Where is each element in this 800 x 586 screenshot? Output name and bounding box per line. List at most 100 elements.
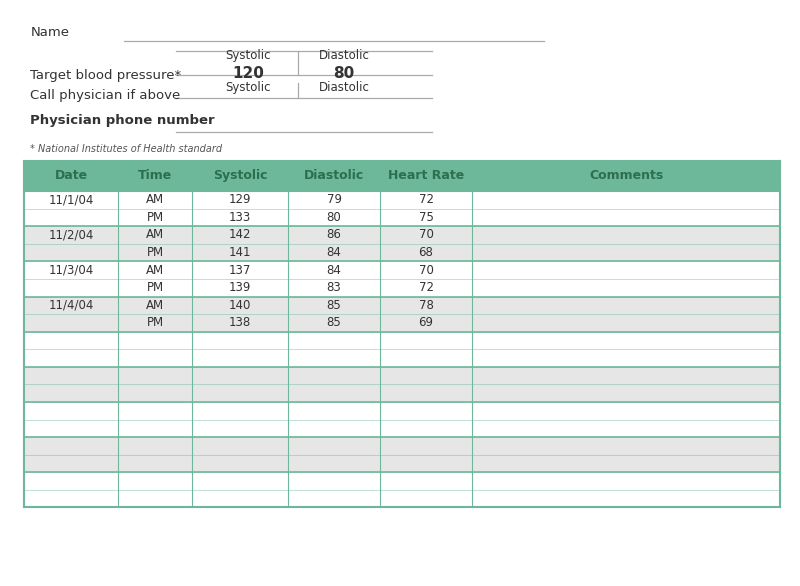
Bar bbox=[118, 437, 192, 455]
Bar bbox=[472, 209, 780, 226]
Bar bbox=[472, 437, 780, 455]
Bar bbox=[288, 161, 380, 191]
Bar bbox=[192, 314, 288, 332]
Bar bbox=[472, 297, 780, 314]
Bar bbox=[24, 437, 118, 455]
Bar bbox=[472, 420, 780, 437]
Bar bbox=[192, 437, 288, 455]
Text: Systolic: Systolic bbox=[226, 49, 270, 62]
Text: 140: 140 bbox=[229, 299, 251, 312]
Bar bbox=[380, 384, 472, 402]
Bar bbox=[472, 384, 780, 402]
Text: 84: 84 bbox=[326, 264, 342, 277]
Text: AM: AM bbox=[146, 193, 164, 206]
Bar bbox=[192, 349, 288, 367]
Bar bbox=[24, 261, 118, 279]
Bar bbox=[118, 297, 192, 314]
Bar bbox=[24, 455, 118, 472]
Bar bbox=[192, 297, 288, 314]
Bar bbox=[288, 349, 380, 367]
Bar bbox=[380, 437, 472, 455]
Text: 68: 68 bbox=[418, 246, 434, 259]
Text: Heart Rate: Heart Rate bbox=[388, 169, 464, 182]
Text: 142: 142 bbox=[229, 229, 251, 241]
Text: 70: 70 bbox=[418, 264, 434, 277]
Text: 11/2/04: 11/2/04 bbox=[49, 229, 94, 241]
Bar bbox=[192, 161, 288, 191]
Bar bbox=[24, 314, 118, 332]
Bar bbox=[192, 191, 288, 209]
Bar bbox=[472, 279, 780, 297]
Bar bbox=[288, 472, 380, 490]
Text: Name: Name bbox=[30, 26, 70, 39]
Text: 84: 84 bbox=[326, 246, 342, 259]
Text: 11/1/04: 11/1/04 bbox=[49, 193, 94, 206]
Text: PM: PM bbox=[146, 316, 164, 329]
Bar bbox=[192, 455, 288, 472]
Bar bbox=[288, 314, 380, 332]
Text: Systolic: Systolic bbox=[226, 81, 270, 94]
Bar bbox=[24, 161, 118, 191]
Bar bbox=[192, 279, 288, 297]
Bar bbox=[380, 332, 472, 349]
Text: 83: 83 bbox=[326, 281, 342, 294]
Bar bbox=[24, 402, 118, 420]
Bar bbox=[472, 490, 780, 507]
Text: 133: 133 bbox=[229, 211, 251, 224]
Text: 69: 69 bbox=[418, 316, 434, 329]
Text: AM: AM bbox=[146, 229, 164, 241]
Bar bbox=[472, 472, 780, 490]
Text: 70: 70 bbox=[418, 229, 434, 241]
Bar bbox=[472, 161, 780, 191]
Bar bbox=[288, 226, 380, 244]
Bar bbox=[118, 472, 192, 490]
Bar bbox=[118, 244, 192, 261]
Text: 141: 141 bbox=[229, 246, 251, 259]
Bar bbox=[24, 226, 118, 244]
Bar bbox=[472, 314, 780, 332]
Text: 120: 120 bbox=[232, 66, 264, 81]
Bar bbox=[118, 402, 192, 420]
Bar bbox=[118, 490, 192, 507]
Bar bbox=[380, 226, 472, 244]
Text: 137: 137 bbox=[229, 264, 251, 277]
Text: 11/3/04: 11/3/04 bbox=[49, 264, 94, 277]
Bar bbox=[288, 420, 380, 437]
Bar bbox=[288, 402, 380, 420]
Bar bbox=[380, 367, 472, 384]
Bar bbox=[380, 349, 472, 367]
Bar bbox=[118, 209, 192, 226]
Bar bbox=[24, 209, 118, 226]
Bar bbox=[118, 314, 192, 332]
Text: 85: 85 bbox=[326, 316, 342, 329]
Bar bbox=[118, 226, 192, 244]
Bar bbox=[472, 402, 780, 420]
Text: Diastolic: Diastolic bbox=[304, 169, 364, 182]
Bar bbox=[118, 191, 192, 209]
Bar bbox=[380, 402, 472, 420]
Text: PM: PM bbox=[146, 246, 164, 259]
Bar bbox=[472, 191, 780, 209]
Bar bbox=[472, 332, 780, 349]
Text: AM: AM bbox=[146, 264, 164, 277]
Bar bbox=[380, 191, 472, 209]
Bar bbox=[24, 490, 118, 507]
Bar bbox=[380, 455, 472, 472]
Bar bbox=[380, 297, 472, 314]
Bar bbox=[288, 297, 380, 314]
Text: 72: 72 bbox=[418, 281, 434, 294]
Text: 129: 129 bbox=[229, 193, 251, 206]
Bar bbox=[118, 455, 192, 472]
Bar bbox=[192, 420, 288, 437]
Bar bbox=[192, 490, 288, 507]
Bar bbox=[380, 472, 472, 490]
Bar bbox=[288, 209, 380, 226]
Text: 72: 72 bbox=[418, 193, 434, 206]
Bar bbox=[288, 191, 380, 209]
Text: Diastolic: Diastolic bbox=[318, 81, 370, 94]
Text: PM: PM bbox=[146, 281, 164, 294]
Text: 79: 79 bbox=[326, 193, 342, 206]
Bar bbox=[24, 297, 118, 314]
Bar bbox=[288, 244, 380, 261]
Text: 86: 86 bbox=[326, 229, 342, 241]
